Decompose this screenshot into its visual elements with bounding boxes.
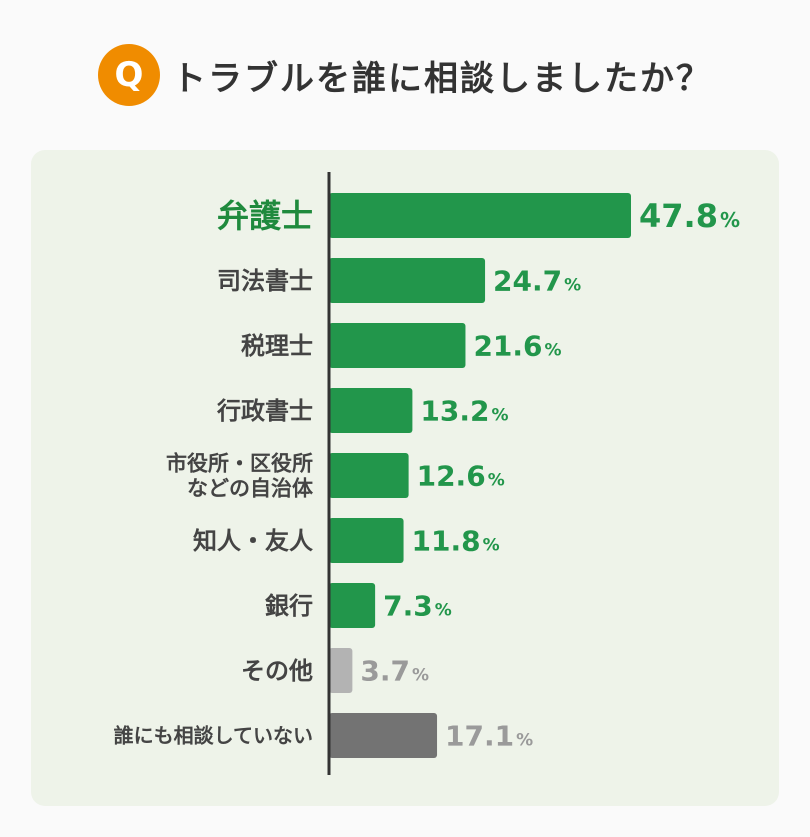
- category-label-line: 行政書士: [216, 397, 313, 425]
- value-number: 21.6: [473, 330, 542, 363]
- value-number: 47.8: [639, 197, 718, 235]
- value-number: 24.7: [493, 265, 562, 298]
- category-label-6: 銀行: [265, 592, 313, 620]
- value-label-8: 17.1%: [445, 720, 533, 753]
- category-label-line: 司法書士: [217, 267, 313, 295]
- category-label-3: 行政書士: [216, 397, 313, 425]
- category-label-line: 誰にも相談していない: [114, 724, 313, 748]
- value-label-6: 7.3%: [383, 590, 452, 623]
- question-badge: Q: [98, 44, 160, 106]
- value-number: 3.7: [360, 655, 410, 688]
- bar-8: [329, 713, 438, 758]
- category-label-line: 銀行: [265, 592, 313, 620]
- bar-3: [329, 388, 413, 433]
- bar-4: [329, 453, 409, 498]
- value-number: 12.6: [417, 460, 486, 493]
- bar-1: [329, 258, 486, 303]
- category-label-line: 知人・友人: [193, 527, 313, 555]
- value-unit: %: [488, 471, 505, 491]
- category-label-line: 弁護士: [217, 197, 313, 235]
- value-unit: %: [516, 731, 533, 751]
- category-label-line: 市役所・区役所: [166, 452, 313, 476]
- bar-0: [329, 193, 631, 238]
- value-number: 17.1: [445, 720, 514, 753]
- value-label-7: 3.7%: [360, 655, 429, 688]
- bar-7: [329, 648, 353, 693]
- value-label-3: 13.2%: [420, 395, 508, 428]
- value-unit: %: [564, 276, 581, 296]
- category-label-4: 市役所・区役所などの自治体: [166, 452, 314, 501]
- value-label-4: 12.6%: [417, 460, 505, 493]
- category-label-line: 税理士: [241, 332, 313, 360]
- value-number: 13.2: [420, 395, 489, 428]
- category-label-1: 司法書士: [217, 267, 313, 295]
- bar-5: [329, 518, 404, 563]
- value-unit: %: [545, 341, 562, 361]
- value-number: 11.8: [412, 525, 481, 558]
- chart-header: Q トラブルを誰に相談しましたか？: [0, 40, 810, 110]
- bar-6: [329, 583, 376, 628]
- category-label-0: 弁護士: [217, 197, 313, 235]
- category-label-5: 知人・友人: [193, 527, 313, 555]
- category-label-7: その他: [241, 657, 313, 685]
- value-number: 7.3: [383, 590, 433, 623]
- chart-title: トラブルを誰に相談しましたか？: [172, 58, 712, 99]
- category-label-line: その他: [241, 657, 313, 685]
- value-label-2: 21.6%: [473, 330, 561, 363]
- value-unit: %: [483, 536, 500, 556]
- category-label-8: 誰にも相談していない: [114, 724, 313, 748]
- value-unit: %: [435, 601, 452, 621]
- value-label-1: 24.7%: [493, 265, 581, 298]
- bar-2: [329, 323, 466, 368]
- value-label-0: 47.8%: [639, 197, 740, 235]
- value-label-5: 11.8%: [412, 525, 500, 558]
- value-unit: %: [720, 208, 740, 232]
- value-unit: %: [412, 666, 429, 686]
- category-label-line: などの自治体: [187, 477, 314, 501]
- value-unit: %: [491, 406, 508, 426]
- category-label-2: 税理士: [241, 332, 313, 360]
